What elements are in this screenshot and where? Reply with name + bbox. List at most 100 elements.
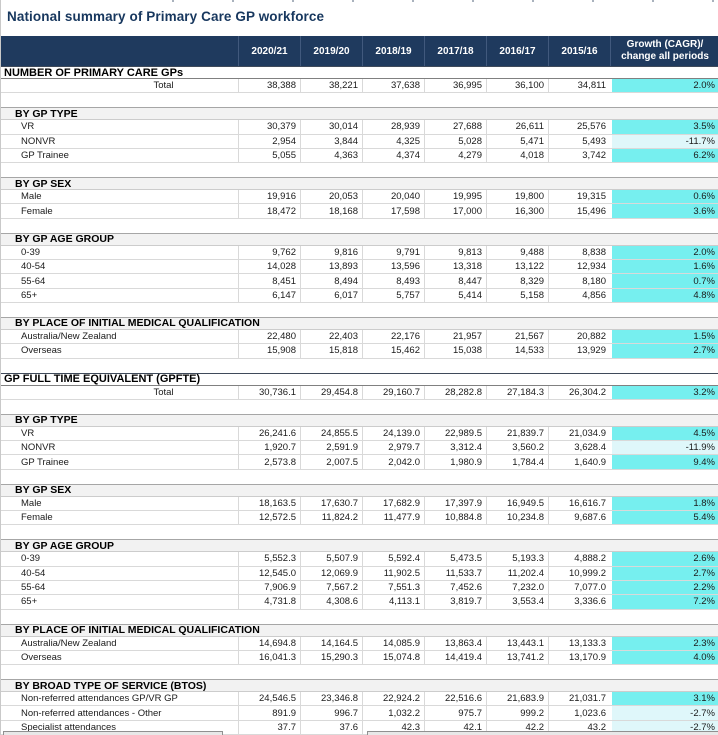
value-cell: 6,017 bbox=[300, 288, 362, 302]
value-cell: 7,906.9 bbox=[238, 580, 300, 595]
value-cell: 16,041.3 bbox=[238, 650, 300, 665]
growth-cell: 3.5% bbox=[610, 120, 718, 134]
value-cell: 8,329 bbox=[486, 274, 548, 288]
value-cell: 17,630.7 bbox=[300, 496, 362, 511]
value-cell: 28,282.8 bbox=[424, 385, 486, 399]
value-cell: 2,042.0 bbox=[362, 455, 424, 469]
spacer-row bbox=[1, 163, 718, 178]
row-label: Female bbox=[21, 512, 53, 524]
row-label: Specialist attendances bbox=[21, 721, 117, 733]
value-cell: 7,232.0 bbox=[486, 580, 548, 595]
value-cell: 42.1 bbox=[424, 720, 486, 735]
value-cell: 28,939 bbox=[362, 120, 424, 134]
value-cell: 3,312.4 bbox=[424, 441, 486, 455]
header-corner-cell bbox=[1, 36, 238, 66]
growth-cell: 6.2% bbox=[610, 148, 718, 163]
value-cell: 16,616.7 bbox=[548, 496, 610, 511]
value-cell: 14,164.5 bbox=[300, 636, 362, 650]
row-label: GP Trainee bbox=[21, 456, 69, 468]
data-row: 0-39 5,552.3 5,507.9 5,592.4 5,473.5 5,193.3 4… bbox=[1, 552, 718, 567]
value-cell: 22,403 bbox=[300, 329, 362, 344]
value-cell: 16,949.5 bbox=[486, 496, 548, 511]
growth-cell: -11.7% bbox=[610, 134, 718, 148]
growth-cell: 2.3% bbox=[610, 636, 718, 650]
row-label: 55-64 bbox=[21, 582, 46, 594]
value-cell: 7,551.3 bbox=[362, 580, 424, 595]
value-cell: 17,397.9 bbox=[424, 496, 486, 511]
value-cell: 22,480 bbox=[238, 329, 300, 344]
row-label: Female bbox=[21, 205, 53, 217]
value-cell: 14,533 bbox=[486, 344, 548, 358]
value-cell: 1,920.7 bbox=[238, 441, 300, 455]
section-header-label: BY BROAD TYPE OF SERVICE (BTOS) bbox=[15, 679, 207, 692]
spacer-row bbox=[1, 93, 718, 108]
value-cell: 21,957 bbox=[424, 329, 486, 344]
value-cell: 15,462 bbox=[362, 344, 424, 358]
value-cell: 8,180 bbox=[548, 274, 610, 288]
value-cell: 5,193.3 bbox=[486, 552, 548, 566]
value-cell: 13,596 bbox=[362, 260, 424, 274]
growth-cell: 2.6% bbox=[610, 552, 718, 566]
value-cell: 7,452.6 bbox=[424, 580, 486, 595]
data-row: 65+ 4,731.8 4,308.6 4,113.1 3,819.7 3,553.4 3,… bbox=[1, 595, 718, 610]
row-label: VR bbox=[21, 428, 35, 439]
value-cell: 1,023.6 bbox=[548, 706, 610, 720]
value-cell: 26,304.2 bbox=[548, 385, 610, 399]
value-cell: 8,494 bbox=[300, 274, 362, 288]
row-label: 40-54 bbox=[21, 261, 46, 273]
value-cell: 15,908 bbox=[238, 344, 300, 358]
subsection-header-row: BY GP SEX bbox=[1, 177, 718, 191]
data-row: GP Trainee 5,055 4,363 4,374 4,279 4,018 3,742… bbox=[1, 148, 718, 164]
value-cell: 4,374 bbox=[362, 148, 424, 163]
value-cell: 996.7 bbox=[300, 706, 362, 720]
value-cell: 17,598 bbox=[362, 204, 424, 218]
section-header-label: BY GP SEX bbox=[15, 177, 72, 190]
row-label: Overseas bbox=[21, 651, 62, 663]
row-label: NONVR bbox=[21, 135, 56, 147]
data-row: VR 26,241.6 24,855.5 24,139.0 22,989.5 21,839… bbox=[1, 426, 718, 442]
value-cell: 5,757 bbox=[362, 288, 424, 302]
growth-cell: -11.9% bbox=[610, 441, 718, 455]
value-cell: 891.9 bbox=[238, 706, 300, 720]
row-label: 65+ bbox=[21, 596, 38, 608]
section-header-label: BY GP TYPE bbox=[15, 414, 78, 427]
data-row: Male 19,916 20,053 20,040 19,995 19,800 19,315… bbox=[1, 190, 718, 205]
value-cell: 19,315 bbox=[548, 190, 610, 204]
column-header: 2018/19 bbox=[362, 36, 424, 66]
value-cell: 15,496 bbox=[548, 204, 610, 218]
value-cell: 17,682.9 bbox=[362, 496, 424, 511]
subsection-header-row: BY GP SEX bbox=[1, 483, 718, 497]
data-row: Non-referred attendances GP/VR GP 24,546.… bbox=[1, 692, 718, 707]
value-cell: 24,855.5 bbox=[300, 426, 362, 441]
subsection-header-row: BY PLACE OF INITIAL MEDICAL QUALIFICATIO… bbox=[1, 316, 718, 330]
value-cell: 1,032.2 bbox=[362, 706, 424, 720]
value-cell: 37.7 bbox=[238, 720, 300, 735]
row-label: GP Trainee bbox=[21, 150, 69, 162]
value-cell: 10,234.8 bbox=[486, 511, 548, 525]
row-label: 65+ bbox=[21, 289, 38, 301]
value-cell: 12,934 bbox=[548, 260, 610, 274]
value-cell: 18,163.5 bbox=[238, 496, 300, 511]
row-label: Australia/New Zealand bbox=[21, 331, 117, 343]
row-label: 55-64 bbox=[21, 275, 46, 287]
value-cell: 9,816 bbox=[300, 245, 362, 260]
growth-cell: 7.2% bbox=[610, 595, 718, 609]
growth-cell: -2.7% bbox=[610, 706, 718, 720]
value-cell: 25,576 bbox=[548, 120, 610, 134]
value-cell: 3,560.2 bbox=[486, 441, 548, 455]
value-cell: 15,818 bbox=[300, 344, 362, 358]
growth-cell: 0.7% bbox=[610, 274, 718, 288]
value-cell: 10,999.2 bbox=[548, 566, 610, 580]
subsection-header-row: BY PLACE OF INITIAL MEDICAL QUALIFICATIO… bbox=[1, 623, 718, 637]
table-header-row: 2020/21 2019/20 2018/19 2017/18 2016/17 2015/… bbox=[1, 36, 718, 66]
value-cell: 1,784.4 bbox=[486, 455, 548, 469]
value-cell: 6,147 bbox=[238, 288, 300, 302]
column-header: 2017/18 bbox=[424, 36, 486, 66]
value-cell: 19,800 bbox=[486, 190, 548, 204]
value-cell: 13,170.9 bbox=[548, 650, 610, 665]
column-header: 2019/20 bbox=[300, 36, 362, 66]
value-cell: 3,628.4 bbox=[548, 441, 610, 455]
growth-cell: 5.4% bbox=[610, 511, 718, 525]
data-row: Female 12,572.5 11,824.2 11,477.9 10,884.8 10… bbox=[1, 511, 718, 526]
